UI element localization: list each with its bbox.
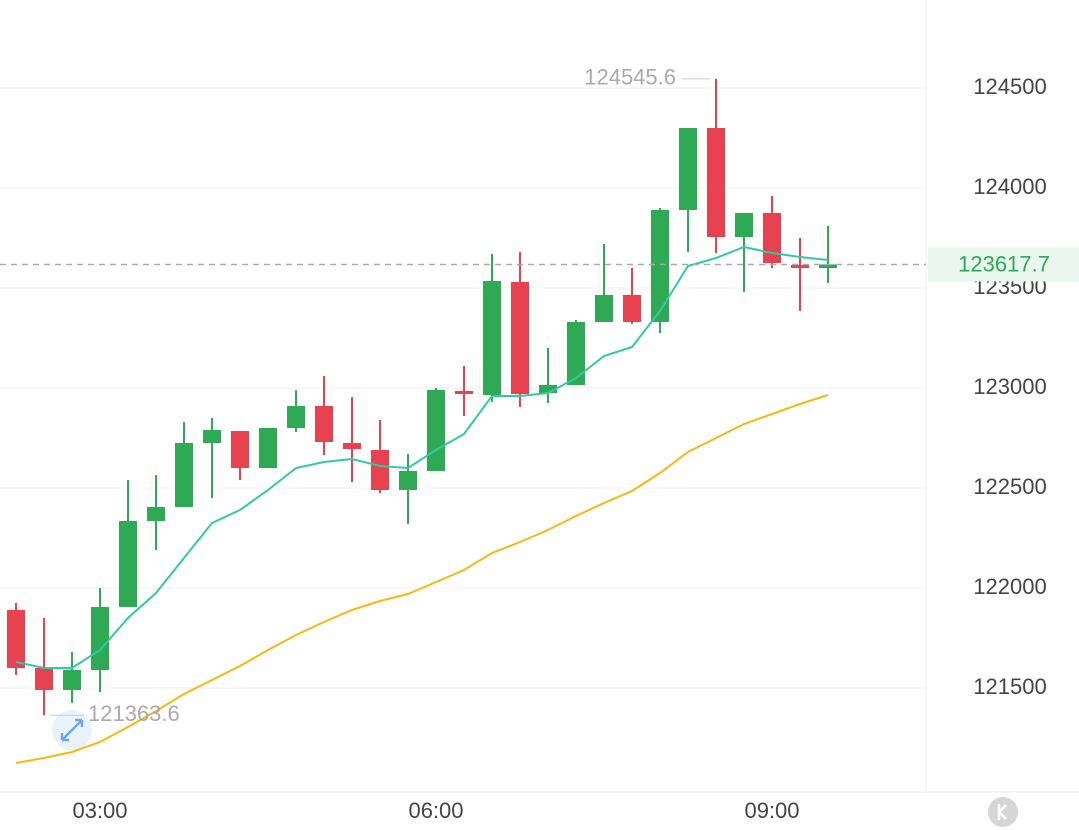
candle-body [119,521,137,607]
candle-body [651,210,669,322]
candle-body [371,450,389,490]
zoom-glyph [60,718,84,742]
y-tick-label: 121500 [973,674,1046,699]
x-tick-label: 09:00 [744,798,799,823]
y-tick-label: 123000 [973,374,1046,399]
price-tag: 123617.7 [958,251,1050,276]
high-label: 124545.6 [584,65,676,90]
candle-body [735,213,753,237]
y-tick-label: 124500 [973,74,1046,99]
ma-line [15,245,829,669]
candle-body [511,282,529,394]
candle-body [399,471,417,490]
candle-body [231,431,249,468]
button-icon [997,804,1007,820]
ma-line [15,394,829,764]
candle-body [539,385,557,393]
button-bg[interactable] [988,797,1018,827]
low-label: 121363.6 [88,701,180,726]
candle-body [567,322,585,385]
candle-body [175,443,193,507]
candle-body [595,295,613,322]
candle-body [287,406,305,428]
candle-body [791,265,809,268]
candle-body [623,295,641,322]
candle-body [63,670,81,690]
candle-body [679,128,697,210]
x-tick-label: 03:00 [72,798,127,823]
candles [7,78,837,716]
y-tick-label: 122500 [973,474,1046,499]
candle-body [259,428,277,468]
y-tick-label: 124000 [973,174,1046,199]
price-tag-bg [928,247,1079,282]
candle-body [427,390,445,471]
grid [0,87,926,689]
candle-body [91,607,109,670]
candle-body [483,281,501,395]
candle-body [147,507,165,521]
candle-body [35,668,53,690]
candle-body [203,430,221,443]
candle-body [819,264,837,268]
y-tick-label: 122000 [973,574,1046,599]
candle-body [315,406,333,442]
zoom-icon[interactable] [52,710,92,750]
candle-body [455,391,473,394]
reset-button[interactable] [988,797,1018,827]
candle-body [763,213,781,263]
candle-body [707,128,725,237]
x-tick-label: 06:00 [408,798,463,823]
candle-body [7,610,25,668]
candle-body [343,443,361,449]
